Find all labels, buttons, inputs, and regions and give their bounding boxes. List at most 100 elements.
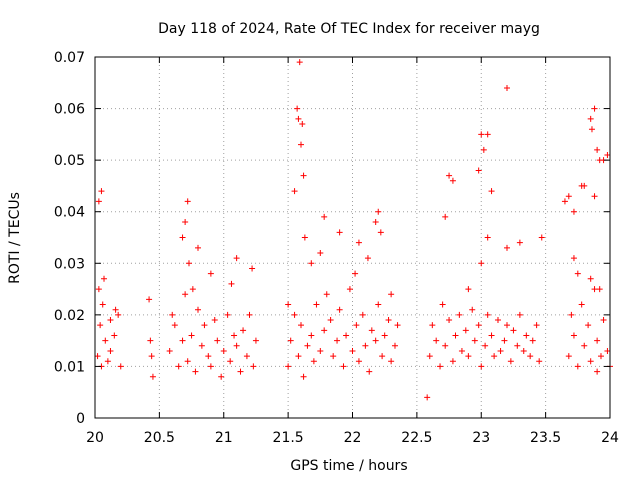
data-point	[604, 151, 611, 158]
data-point	[246, 311, 253, 318]
y-tick-label: 0	[76, 411, 85, 427]
data-point	[533, 322, 540, 329]
data-point	[336, 306, 343, 313]
data-point	[449, 358, 456, 365]
data-point	[214, 337, 221, 344]
data-point	[218, 373, 225, 380]
data-point	[287, 337, 294, 344]
data-point	[497, 347, 504, 354]
x-tick-label: 20	[86, 430, 104, 446]
data-point	[111, 332, 118, 339]
data-point	[484, 311, 491, 318]
data-point	[424, 394, 431, 401]
data-point	[591, 105, 598, 112]
data-point	[195, 306, 201, 313]
data-point	[587, 115, 594, 122]
data-point	[442, 213, 449, 220]
x-tick-label: 20.5	[144, 430, 175, 446]
data-point	[381, 332, 388, 339]
data-point	[95, 198, 102, 205]
data-point	[298, 141, 304, 148]
data-point	[175, 363, 182, 370]
data-point	[600, 317, 607, 324]
data-point	[465, 286, 472, 293]
data-point	[285, 301, 292, 308]
data-point	[581, 342, 588, 349]
data-point	[594, 368, 601, 375]
data-point	[516, 239, 523, 246]
data-point	[249, 265, 256, 272]
data-point	[388, 358, 395, 365]
y-tick-label: 0.05	[54, 153, 85, 169]
data-point	[388, 291, 395, 298]
data-point	[148, 353, 155, 360]
data-point	[429, 322, 436, 329]
data-point	[394, 322, 401, 329]
data-point	[317, 347, 324, 354]
x-tick-label: 22.5	[401, 430, 432, 446]
data-point	[182, 219, 189, 226]
data-point	[182, 291, 189, 298]
data-point	[298, 322, 304, 329]
data-point	[391, 342, 398, 349]
x-tick-label: 21	[215, 430, 233, 446]
data-point	[300, 373, 307, 380]
data-point	[201, 322, 208, 329]
x-tick-label: 21.5	[273, 430, 304, 446]
x-tick-label: 23.5	[530, 430, 561, 446]
chart-title: Day 118 of 2024, Rate Of TEC Index for r…	[158, 21, 540, 37]
data-point	[585, 322, 592, 329]
data-point	[442, 342, 449, 349]
data-point	[188, 332, 195, 339]
data-point	[475, 167, 482, 174]
data-point	[437, 363, 444, 370]
data-point	[184, 358, 191, 365]
data-point	[594, 337, 601, 344]
data-point	[372, 219, 379, 226]
data-point	[456, 311, 463, 318]
data-point	[364, 255, 371, 262]
data-point	[597, 353, 604, 360]
data-point	[480, 146, 487, 153]
data-point	[340, 363, 347, 370]
x-tick-label: 24	[601, 430, 619, 446]
data-point	[362, 342, 369, 349]
data-point	[510, 327, 517, 334]
data-point	[233, 342, 240, 349]
data-point	[349, 347, 356, 354]
data-point	[588, 126, 595, 133]
data-point	[304, 342, 311, 349]
data-point	[561, 198, 568, 205]
data-point	[102, 337, 109, 344]
data-point	[353, 322, 360, 329]
y-tick-label: 0.07	[54, 50, 85, 66]
data-point	[514, 342, 521, 349]
data-point	[565, 353, 572, 360]
data-point	[478, 363, 485, 370]
data-point	[501, 337, 508, 344]
data-point	[372, 337, 379, 344]
data-point	[482, 342, 489, 349]
x-axis-label: GPS time / hours	[290, 458, 407, 474]
data-point	[366, 368, 373, 375]
y-axis-label: ROTI / TECUs	[7, 192, 23, 284]
data-point	[220, 347, 227, 354]
data-point	[377, 229, 384, 236]
data-point	[321, 213, 328, 220]
data-point	[591, 286, 598, 293]
data-point	[538, 234, 545, 241]
data-point	[529, 337, 536, 344]
data-point	[565, 193, 572, 200]
data-point	[323, 291, 330, 298]
data-point	[596, 286, 603, 293]
data-point	[330, 353, 337, 360]
x-tick-label: 23	[472, 430, 490, 446]
data-point	[189, 286, 196, 293]
data-point	[224, 311, 231, 318]
data-point	[291, 188, 298, 195]
data-point	[336, 229, 343, 236]
data-point	[231, 332, 238, 339]
data-point	[184, 198, 191, 205]
data-point	[446, 172, 453, 179]
data-point	[433, 337, 440, 344]
